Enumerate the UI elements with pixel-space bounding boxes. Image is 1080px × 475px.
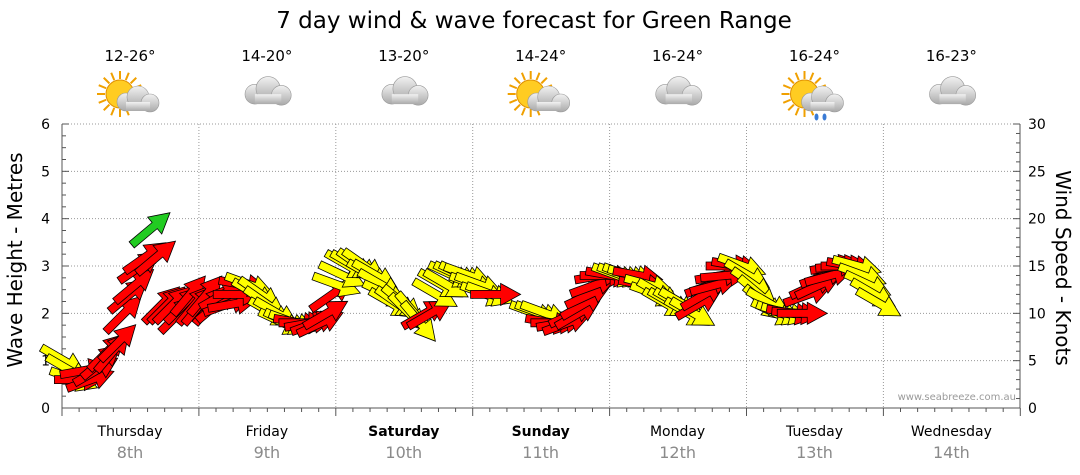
temperature-label: 16-23° — [926, 47, 977, 65]
date-label: 11th — [522, 443, 559, 462]
wind-arrow — [422, 267, 469, 298]
wind-arrow — [128, 212, 171, 249]
temperature-label: 16-24° — [652, 47, 703, 65]
y-left-tick-label: 0 — [41, 401, 50, 417]
date-label: 12th — [659, 443, 696, 462]
temperature-label: 13-20° — [378, 47, 429, 65]
day-label: Friday — [246, 424, 288, 440]
y-left-tick-label: 3 — [41, 259, 50, 275]
wind-arrow — [169, 275, 206, 318]
y-right-tick-label: 15 — [1028, 259, 1046, 275]
date-label: 9th — [254, 443, 281, 462]
wind-arrow — [470, 282, 522, 307]
cloud-icon — [929, 76, 976, 106]
wind-arrow — [317, 260, 366, 288]
temperature-label: 14-20° — [241, 47, 292, 65]
wind-arrow — [112, 268, 155, 306]
day-label: Sunday — [512, 424, 570, 440]
y-right-tick-label: 5 — [1028, 354, 1037, 370]
sun-cloud-rain-icon — [781, 71, 844, 121]
wind-arrow — [405, 300, 453, 331]
wind-arrow — [102, 295, 142, 336]
cloud-icon — [655, 76, 703, 106]
grid — [62, 123, 1020, 408]
wind-arrow — [776, 301, 829, 326]
wind-arrow — [854, 286, 902, 317]
y-left-tick-label: 4 — [41, 212, 50, 228]
y-right-tick-label: 0 — [1028, 401, 1037, 417]
date-label: 14th — [933, 443, 970, 462]
y-right-tick-label: 30 — [1028, 117, 1046, 133]
y-axis-left-label: Wave Height - Metres — [3, 152, 27, 367]
temperature-label: 12-26° — [104, 47, 155, 65]
sun-cloud-icon — [507, 71, 571, 117]
wind-arrow — [96, 324, 137, 364]
weather-icons: 12-26° 14-20° 13-20° 14-24° 16-24° 16-24° 16-2… — [97, 47, 977, 121]
day-label: Monday — [650, 424, 705, 440]
wind-arrow — [134, 240, 177, 277]
day-label: Thursday — [96, 424, 162, 440]
date-label: 13th — [796, 443, 833, 462]
y-left-tick-label: 2 — [41, 306, 50, 322]
y-left-tick-label: 5 — [41, 164, 50, 180]
day-label: Wednesday — [911, 424, 992, 440]
date-label: 8th — [117, 443, 144, 462]
wind-arrow — [311, 271, 362, 298]
wind-arrow — [301, 300, 349, 331]
wind-arrow — [186, 275, 223, 318]
cloud-icon — [381, 76, 429, 106]
y-right-tick-label: 25 — [1028, 164, 1046, 180]
chart-title: 7 day wind & wave forecast for Green Ran… — [276, 8, 792, 34]
temperature-label: 14-24° — [515, 47, 566, 65]
wind-arrows — [38, 212, 902, 393]
y-right-tick-label: 20 — [1028, 212, 1046, 228]
y-left-tick-label: 6 — [41, 117, 50, 133]
y-axis-right-label: Wind Speed - Knots — [1051, 170, 1075, 366]
day-label: Tuesday — [785, 424, 843, 440]
y-left-tick-label: 1 — [41, 354, 50, 370]
axes: 0 1 2 3 4 5 6 0 5 10 15 20 25 30 Thursday 8th Friday 9th S… — [41, 117, 1046, 462]
cloud-icon — [244, 76, 292, 106]
date-label: 10th — [385, 443, 422, 462]
y-right-tick-label: 10 — [1028, 306, 1046, 322]
day-label: Saturday — [368, 424, 439, 440]
temperature-label: 16-24° — [789, 47, 840, 65]
sun-cloud-icon — [97, 71, 160, 117]
watermark: www.seabreeze.com.au — [898, 392, 1016, 403]
